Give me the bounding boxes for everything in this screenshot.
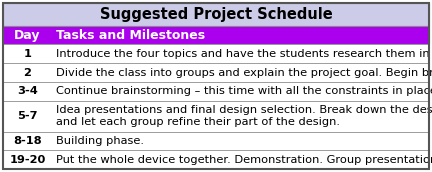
Text: 8-18: 8-18 — [13, 136, 42, 146]
Text: Tasks and Milestones: Tasks and Milestones — [56, 29, 205, 42]
Text: 5-7: 5-7 — [17, 111, 38, 121]
FancyBboxPatch shape — [3, 82, 429, 100]
Text: 3-4: 3-4 — [17, 86, 38, 96]
FancyBboxPatch shape — [3, 150, 429, 169]
FancyBboxPatch shape — [3, 26, 429, 45]
Text: 1: 1 — [24, 49, 32, 59]
Text: 19-20: 19-20 — [10, 155, 46, 165]
FancyBboxPatch shape — [3, 100, 429, 132]
Text: Day: Day — [14, 29, 41, 42]
FancyBboxPatch shape — [3, 63, 429, 82]
Text: Divide the class into groups and explain the project goal. Begin brainstorming i: Divide the class into groups and explain… — [56, 68, 432, 78]
Text: Suggested Project Schedule: Suggested Project Schedule — [100, 7, 332, 22]
Text: Building phase.: Building phase. — [56, 136, 144, 146]
Text: Continue brainstorming – this time with all the constraints in place.: Continue brainstorming – this time with … — [56, 86, 432, 96]
Text: Put the whole device together. Demonstration. Group presentations.: Put the whole device together. Demonstra… — [56, 155, 432, 165]
FancyBboxPatch shape — [3, 132, 429, 150]
FancyBboxPatch shape — [3, 45, 429, 63]
Text: Idea presentations and final design selection. Break down the design into parts
: Idea presentations and final design sele… — [56, 105, 432, 127]
Text: 2: 2 — [24, 68, 32, 78]
FancyBboxPatch shape — [3, 3, 429, 26]
Text: Introduce the four topics and have the students research them in more detail.: Introduce the four topics and have the s… — [56, 49, 432, 59]
